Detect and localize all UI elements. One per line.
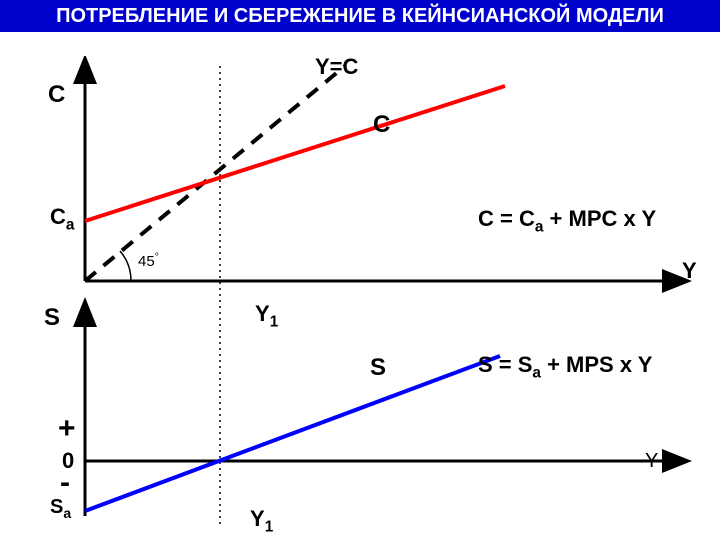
savings-equation: S = Sa + MPS x Y bbox=[478, 352, 652, 382]
consumption-equation: C = Ca + MPC x Y bbox=[478, 206, 656, 236]
minus-label: - bbox=[60, 466, 70, 500]
top-x-axis-label: Y bbox=[682, 258, 697, 284]
yc-label: Y=C bbox=[315, 54, 358, 80]
sa-label: Sa bbox=[50, 496, 71, 521]
angle-arc bbox=[120, 251, 131, 281]
ca-label: Ca bbox=[50, 204, 74, 234]
chart-svg bbox=[0, 56, 720, 540]
top-y-axis-label: C bbox=[48, 81, 65, 109]
bottom-x-axis-label: Y bbox=[645, 450, 658, 473]
diagram-canvas: C Y=C C Ca 45° Y C = Ca + MPC x Y S Y1 S… bbox=[0, 56, 720, 540]
c-line-label: C bbox=[373, 111, 390, 139]
y1-top-label: Y1 bbox=[255, 301, 278, 331]
yc-dashed-line bbox=[85, 66, 345, 281]
y1-bottom-label: Y1 bbox=[250, 506, 273, 536]
savings-line bbox=[85, 356, 500, 511]
slide-title: ПОТРЕБЛЕНИЕ И СБЕРЕЖЕНИЕ В КЕЙНСИАНСКОЙ … bbox=[0, 0, 720, 32]
s-line-label: S bbox=[370, 354, 386, 382]
angle-label: 45° bbox=[138, 251, 159, 270]
bottom-y-axis-label: S bbox=[44, 304, 60, 332]
plus-label: + bbox=[58, 412, 76, 446]
